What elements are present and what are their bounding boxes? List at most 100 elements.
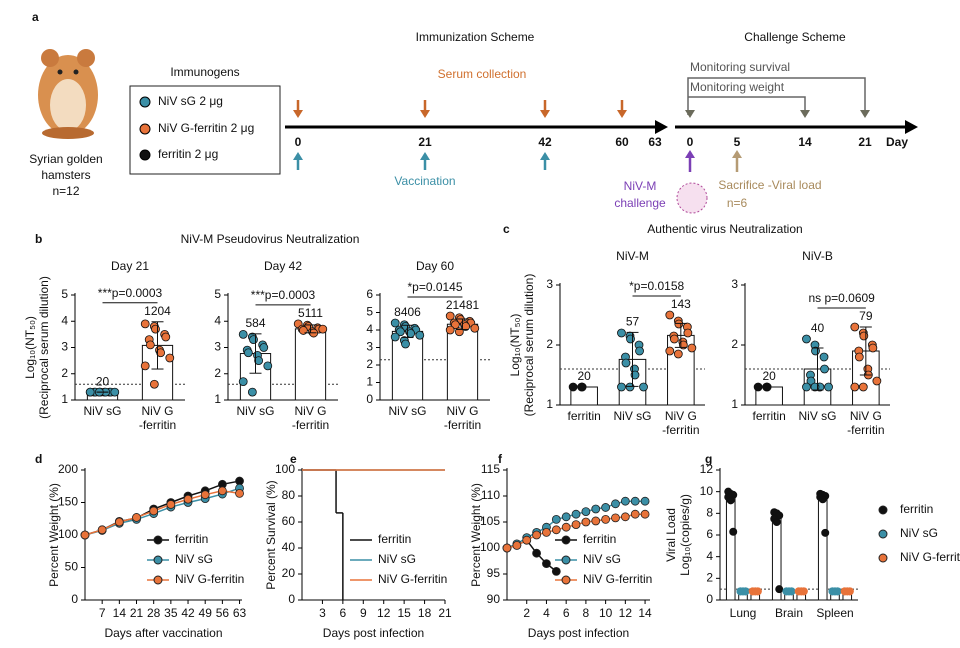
chart-subtitle: Day 21: [111, 259, 149, 273]
y-tick-label: 2: [731, 337, 738, 351]
day-label: 60: [615, 135, 629, 149]
data-point: [149, 379, 159, 389]
data-point: [611, 513, 620, 523]
data-point: [741, 587, 750, 596]
arrow-head: [860, 110, 870, 118]
data-point: [254, 356, 264, 366]
y-axis-label: Percent Weight (%): [469, 483, 483, 587]
y-tick-label: 5: [366, 305, 373, 319]
data-point: [551, 567, 561, 576]
y-tick-label: 5: [61, 287, 68, 301]
x-tick-label: 7: [99, 606, 106, 620]
x-tick-label: NiV G: [294, 404, 326, 418]
legend-marker: [561, 535, 571, 545]
data-point: [238, 329, 248, 339]
y-axis-label: Log₁₀(copies/g): [678, 494, 692, 576]
y-tick-label: 2: [214, 366, 221, 380]
data-point: [243, 348, 253, 358]
chart-subtitle: NiV-M: [616, 249, 649, 263]
data-point: [401, 339, 410, 349]
data-point: [872, 376, 882, 386]
y-tick-label: 2: [706, 571, 713, 585]
day-label: 21: [858, 135, 872, 149]
y-tick-label: 60: [282, 514, 296, 528]
immunogen: NiV sG 2 μg: [158, 94, 223, 108]
challenge-label: challenge: [614, 196, 666, 210]
bar: [446, 323, 479, 401]
monitor-label: Monitoring survival: [690, 60, 790, 74]
titer-label: 21481: [446, 298, 480, 312]
y-tick-label: 0: [366, 392, 373, 406]
data-point: [630, 509, 640, 519]
panel-label: g: [705, 452, 712, 466]
sacrifice-label: Sacrifice -Viral load: [718, 178, 821, 192]
panel-label: a: [32, 10, 39, 24]
y-tick-label: 0: [71, 592, 78, 606]
virus-icon: [676, 182, 708, 214]
arrow-head: [540, 110, 550, 118]
serum-label: Serum collection: [438, 67, 527, 81]
data-point: [591, 516, 601, 526]
data-point: [819, 352, 829, 362]
data-point: [621, 358, 631, 368]
data-point: [571, 509, 581, 519]
x-tick-label: -ferritin: [662, 423, 699, 437]
data-point: [669, 334, 679, 344]
x-tick-label: 6: [340, 606, 347, 620]
day-label: 0: [687, 135, 694, 149]
data-point: [665, 310, 675, 320]
y-tick-label: 0: [706, 592, 713, 606]
y-tick-label: 100: [480, 540, 500, 554]
data-point: [601, 503, 611, 512]
arrow-head: [293, 110, 303, 118]
data-point: [114, 517, 124, 527]
arrow-head: [685, 150, 695, 158]
data-point: [626, 334, 635, 344]
data-point: [395, 327, 405, 337]
legend-label: ferritin: [378, 532, 411, 546]
titer-label: 5111: [298, 306, 323, 320]
data-point: [845, 587, 854, 596]
y-tick-label: 110: [481, 488, 500, 502]
panel-label: d: [35, 452, 42, 466]
x-tick-label: 3: [319, 606, 326, 620]
y-tick-label: 6: [706, 527, 713, 541]
data-point: [729, 527, 738, 536]
panel-label: b: [35, 232, 42, 246]
data-point: [859, 331, 869, 341]
data-point: [145, 340, 155, 350]
y-tick-label: 95: [487, 566, 501, 580]
data-point: [235, 488, 244, 498]
data-point: [868, 343, 878, 353]
x-tick-label: 21: [438, 606, 452, 620]
data-point: [445, 325, 455, 335]
data-point: [810, 382, 820, 392]
x-tick-label: 18: [418, 606, 432, 620]
data-point: [833, 587, 842, 596]
scheme-title: Challenge Scheme: [744, 30, 846, 44]
y-tick-label: 6: [366, 287, 373, 301]
legend-marker: [878, 505, 888, 515]
panel-label: c: [503, 222, 510, 236]
data-point: [532, 530, 541, 540]
legend-label: NiV G-ferritin: [583, 572, 652, 586]
data-point: [820, 364, 829, 374]
data-point: [415, 330, 425, 340]
data-point: [799, 587, 808, 596]
x-tick-label: 49: [199, 606, 213, 620]
data-point: [470, 323, 480, 333]
y-axis-label: Log₁₀(NT₅₀): [23, 316, 37, 379]
panel-title: NiV-M Pseudovirus Neutralization: [181, 232, 360, 246]
data-point: [753, 587, 762, 596]
y-tick-label: 150: [58, 495, 78, 509]
x-tick-label: Lung: [730, 606, 757, 620]
chart-subtitle: Day 42: [264, 259, 302, 273]
data-point: [247, 387, 257, 397]
data-point: [532, 548, 541, 558]
y-tick-label: 1: [731, 397, 738, 411]
legend-label: NiV sG: [175, 552, 213, 566]
significance-label: ***p=0.0003: [98, 286, 163, 300]
x-tick-label: 10: [599, 606, 613, 620]
x-tick-label: NiV G: [446, 404, 478, 418]
data-point: [140, 319, 150, 329]
